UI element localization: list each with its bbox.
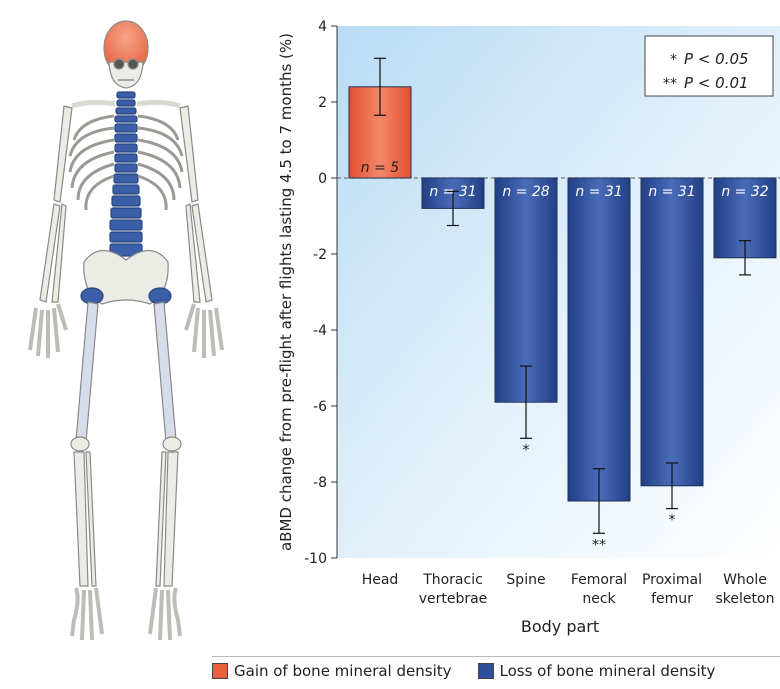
n-label: n = 5 [361, 160, 400, 176]
legend-item-gain: Gain of bone mineral density [212, 662, 452, 680]
gain-swatch [212, 663, 228, 679]
n-label: n = 28 [502, 184, 549, 200]
bars [348, 57, 777, 534]
x-axis-title: Body part [521, 617, 599, 636]
loss-swatch [477, 663, 494, 679]
significance-mark: * [669, 513, 676, 529]
n-label: n = 31 [648, 184, 695, 200]
category-label: femur [651, 591, 693, 607]
bar-2 [494, 177, 558, 403]
sig-text-2: P < 0.01 [684, 74, 749, 92]
n-label: n = 32 [721, 184, 768, 200]
category-label: Whole [723, 572, 767, 588]
legend-label-loss: Loss of bone mineral density [499, 662, 716, 680]
category-label: skeleton [716, 591, 775, 607]
skeleton-illustration [28, 20, 224, 641]
y-tick-label: -10 [304, 551, 327, 567]
category-label: Proximal [642, 572, 702, 588]
significance-legend: * P < 0.05 ** P < 0.01 [644, 35, 774, 97]
skull-gain-highlight [103, 20, 149, 89]
bar-chart: 4 2 0 -2 -4 -6 -8 -10 n = 5 Head n = 31 Thoracic ve… [277, 19, 780, 636]
y-tick-label: 0 [318, 171, 327, 187]
n-label: n = 31 [429, 184, 476, 200]
category-label: Femoral [571, 572, 627, 588]
n-label: n = 31 [575, 184, 622, 200]
y-tick-label: 4 [318, 19, 327, 35]
category-label: neck [582, 591, 616, 607]
significance-mark: ** [592, 537, 606, 553]
sig-stars-2: ** [663, 76, 677, 92]
legend-label-gain: Gain of bone mineral density [234, 662, 452, 680]
spine-loss-highlight [109, 91, 143, 257]
legend-item-loss: Loss of bone mineral density [477, 662, 716, 680]
y-tick-label: 2 [318, 95, 327, 111]
bar-3 [567, 177, 631, 502]
y-tick-label: -8 [313, 475, 327, 491]
y-tick-label: -4 [313, 323, 327, 339]
color-legend: Gain of bone mineral density Loss of bon… [212, 656, 780, 685]
category-label: Spine [506, 572, 545, 588]
bar-labels: n = 5 Head n = 31 Thoracic vertebrae n = 28 * S… [361, 160, 775, 607]
sig-text-1: P < 0.05 [684, 50, 749, 68]
sig-stars-1: * [670, 52, 677, 68]
bar-4 [640, 177, 704, 487]
category-label: Thoracic [422, 572, 483, 588]
category-label: vertebrae [419, 591, 488, 607]
y-axis-title: aBMD change from pre-flight after flight… [277, 33, 295, 551]
significance-mark: * [523, 442, 530, 458]
y-tick-label: -2 [313, 247, 327, 263]
category-label: Head [362, 572, 399, 588]
y-tick-label: -6 [313, 399, 327, 415]
hips-loss-highlight [80, 287, 172, 305]
